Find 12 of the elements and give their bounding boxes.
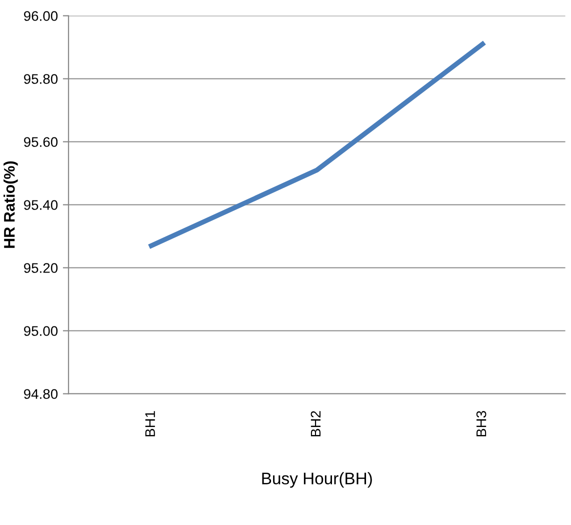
y-tick-label: 95.40 [24,200,58,210]
y-axis-title: HR Ratio(%) [4,161,18,248]
x-tick-label: BH1 [145,411,155,436]
y-tick-label: 94.80 [24,389,58,399]
x-tick-label: BH2 [310,411,320,436]
x-axis-title: Busy Hour(BH) [262,472,372,488]
y-tick-label: 95.20 [24,263,58,273]
y-tick-label: 95.60 [24,137,58,147]
y-tick-label: 95.80 [24,74,58,84]
y-tick-label: 95.00 [24,326,58,336]
y-tick-label: 96.00 [24,11,58,21]
x-tick-label: BH3 [476,411,486,436]
